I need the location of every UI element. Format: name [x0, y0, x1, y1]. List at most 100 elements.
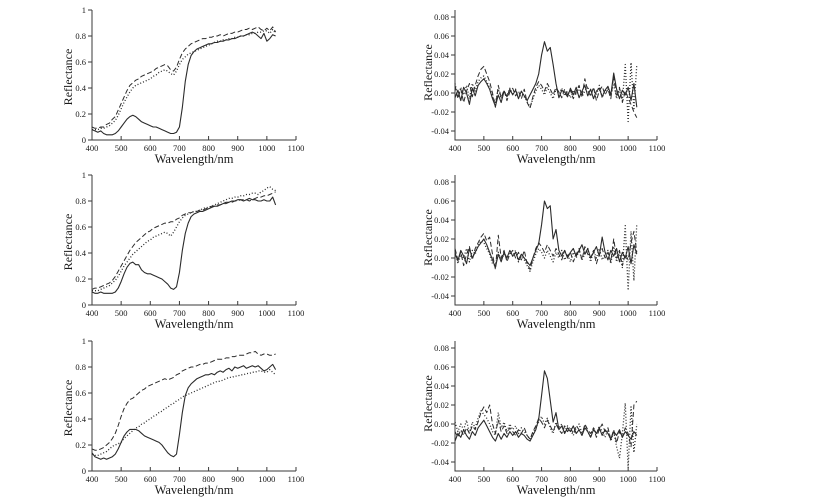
x-tick-label: 900: [593, 143, 606, 153]
y-tick-label: 0.08: [434, 177, 449, 187]
chart-reflectance-top-left: 0 0.2 0.4 0.6 0.8 1 400 500 600 700 800 900 1000 1100…: [60, 2, 320, 168]
x-tick-label: 700: [173, 474, 186, 484]
y-tick-label: -0.04: [431, 457, 449, 467]
chart-difference-bottom-right: -0.04 -0.02 0.00 0.02 0.04 0.06 0.08 400 500 600 7…: [420, 333, 680, 499]
y-tick-label: 0.06: [434, 362, 449, 372]
x-tick-label: 500: [115, 143, 128, 153]
y-tick-label: 0: [82, 466, 86, 476]
x-tick-label: 400: [86, 308, 99, 318]
x-tick-label: 1000: [620, 143, 637, 153]
x-tick-label: 1000: [620, 474, 637, 484]
y-tick-label: 0.8: [75, 362, 86, 372]
y-tick-label: 0.4: [75, 414, 86, 424]
series-solid-spectrum: [91, 196, 277, 294]
x-tick-label: 1100: [649, 474, 666, 484]
y-tick-label: 0.04: [434, 381, 450, 391]
x-tick-label: 900: [593, 474, 606, 484]
reflectance-middle-left-svg: 0 0.2 0.4 0.6 0.8 1 400 500 600 700 800 900 1000 1100…: [61, 170, 304, 331]
x-tick-label: 700: [535, 308, 548, 318]
x-tick-label: 500: [477, 308, 490, 318]
x-tick-label: 400: [449, 308, 462, 318]
y-tick-label: -0.02: [431, 107, 449, 117]
series-dotted-spectrum: [91, 368, 277, 457]
series-dashed-difference: [454, 65, 638, 118]
x-tick-label: 1000: [258, 143, 275, 153]
axis-lines: [91, 341, 296, 472]
y-tick-label: 1: [82, 170, 86, 180]
x-tick-label: 400: [449, 474, 462, 484]
reflectance-bottom-left-svg: 0 0.2 0.4 0.6 0.8 1 400 500 600 700 800 900 1000 1100…: [61, 336, 305, 497]
y-tick-label: 0.6: [75, 388, 86, 398]
series-solid-difference: [454, 200, 638, 269]
x-tick-label: 1000: [258, 474, 275, 484]
series-dashed-difference: [454, 230, 638, 270]
series-dotted-spectrum: [92, 186, 276, 292]
x-tick-label: 500: [115, 474, 128, 484]
y-tick-label: 0: [82, 135, 86, 145]
series-dotted-spectrum: [92, 28, 277, 131]
x-tick-label: 1100: [649, 143, 666, 153]
chart-difference-middle-right: -0.04 -0.02 0.00 0.02 0.04 0.06 0.08 400 500 600 7…: [420, 167, 680, 333]
y-tick-label: 1: [82, 336, 86, 346]
series-dotted-difference: [454, 61, 638, 123]
series-dotted-difference: [454, 223, 638, 291]
x-tick-label: 1100: [649, 308, 666, 318]
x-tick-label: 700: [535, 474, 548, 484]
x-tick-label: 600: [506, 308, 519, 318]
x-tick-label: 1000: [620, 308, 637, 318]
y-axis-label: Reflectance: [421, 44, 435, 101]
x-tick-label: 500: [115, 308, 128, 318]
y-tick-label: 0.02: [434, 400, 449, 410]
x-tick-label: 1100: [288, 474, 305, 484]
x-tick-label: 800: [564, 474, 577, 484]
x-tick-label: 700: [173, 143, 186, 153]
axis-lines: [454, 175, 657, 306]
y-axis-label: Reflectance: [61, 380, 75, 437]
x-tick-label: 1000: [258, 308, 275, 318]
y-axis-label: Reflectance: [421, 375, 435, 432]
y-tick-label: 0.6: [75, 222, 86, 232]
y-tick-label: 0.02: [434, 234, 449, 244]
difference-middle-right-svg: -0.04 -0.02 0.00 0.02 0.04 0.06 0.08 400 500 600 7…: [421, 175, 666, 331]
x-axis-label: Wavelength/nm: [155, 317, 234, 331]
x-tick-label: 800: [202, 474, 215, 484]
x-axis-label: Wavelength/nm: [517, 152, 596, 166]
y-tick-label: 0.06: [434, 31, 449, 41]
y-axis-label: Reflectance: [61, 49, 75, 106]
y-tick-label: 0.08: [434, 12, 449, 22]
y-tick-label: 0.02: [434, 69, 449, 79]
x-tick-label: 700: [173, 308, 186, 318]
y-tick-label: 0.00: [434, 253, 449, 263]
x-tick-label: 900: [231, 308, 244, 318]
x-tick-label: 600: [144, 143, 157, 153]
y-tick-label: 0.04: [434, 215, 450, 225]
x-axis-label: Wavelength/nm: [155, 483, 234, 497]
x-tick-label: 800: [202, 308, 215, 318]
x-axis-label: Wavelength/nm: [517, 483, 596, 497]
y-tick-label: 0.00: [434, 419, 449, 429]
x-tick-label: 500: [477, 474, 490, 484]
y-tick-label: 0.08: [434, 343, 449, 353]
difference-bottom-right-svg: -0.04 -0.02 0.00 0.02 0.04 0.06 0.08 400 500 600 7…: [421, 341, 666, 497]
chart-reflectance-bottom-left: 0 0.2 0.4 0.6 0.8 1 400 500 600 700 800 900 1000 1100…: [60, 333, 320, 499]
x-tick-label: 400: [86, 474, 99, 484]
x-tick-label: 600: [506, 474, 519, 484]
series-dashed-spectrum: [91, 350, 276, 451]
x-tick-label: 900: [231, 474, 244, 484]
series-dashed-spectrum: [91, 191, 276, 290]
y-axis-label: Reflectance: [61, 214, 75, 271]
y-tick-label: 0.6: [75, 57, 86, 67]
axis-lines: [91, 175, 296, 306]
x-tick-label: 1100: [288, 143, 305, 153]
x-tick-label: 900: [593, 308, 606, 318]
reflectance-top-left-svg: 0 0.2 0.4 0.6 0.8 1 400 500 600 700 800 900 1000 1100…: [61, 5, 305, 166]
y-tick-label: 0: [82, 300, 86, 310]
y-tick-label: -0.04: [431, 291, 449, 301]
x-tick-label: 400: [86, 143, 99, 153]
series-dotted-difference: [454, 402, 638, 469]
x-tick-label: 800: [202, 143, 215, 153]
x-tick-label: 800: [564, 143, 577, 153]
series-dashed-difference: [454, 400, 638, 448]
y-tick-label: 0.2: [75, 109, 86, 119]
